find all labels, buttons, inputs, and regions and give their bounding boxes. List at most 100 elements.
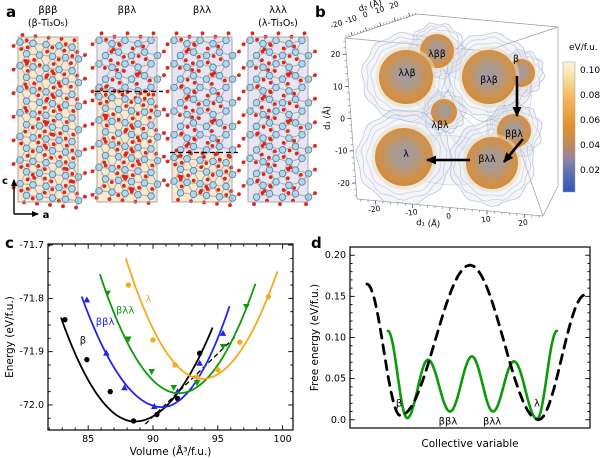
ti-atom [68,67,76,75]
panel-a: βββ(β-Ti₃O₅)ββλ βλλ λλλ(λ-Ti₃O₅)ca [2,5,317,221]
o-atom [135,159,140,163]
ti-atom [22,73,31,82]
o-atom [259,105,264,110]
o-atom [19,165,24,169]
o-atom [45,49,50,54]
o-atom [154,104,159,109]
ti-atom [222,36,230,45]
c-ytick: -71.7 [19,240,44,251]
o-atom [184,96,189,101]
d1-axis-tick: -10 [405,207,419,218]
o-atom [42,176,47,181]
colorbar: eV/f.u. 0.10 0.08 0.06 0.04 0.02 [562,43,600,193]
o-atom [64,143,69,148]
o-atom [192,128,197,132]
o-atom [36,93,41,98]
ti-atom [202,168,211,176]
o-atom [198,190,203,195]
o-atom [49,155,54,160]
o-atom [143,174,148,179]
o-atom [61,204,65,209]
path-arrow-1 [502,138,525,163]
ti-atom [61,53,70,62]
o-atom [32,175,37,180]
ti-atom [61,148,70,156]
o-atom [51,71,56,76]
o-atom [165,66,170,70]
o-atom [259,58,264,63]
ti-atom [22,120,31,129]
ti-atom [189,142,198,151]
ti-atom [291,119,300,127]
ti-atom [222,60,230,68]
ti-atom [35,122,44,130]
ti-atom [183,39,191,48]
o-atom [266,162,271,167]
o-atom [268,80,273,85]
o-atom [190,115,195,120]
ev-curve-λ [124,257,279,380]
o-atom [64,120,69,124]
ti-atom [61,77,70,86]
o-atom [185,77,190,82]
ev-curve-βλλ [99,273,257,395]
ti-atom [121,118,129,127]
ti-atom [134,96,142,105]
ti-atom [108,164,116,173]
ti-atom [147,192,155,200]
o-atom [146,92,151,97]
ti-atom [42,40,50,49]
d3-axis-tick: -20 [338,179,350,188]
o-atom [134,81,139,86]
d-annotation-3: λ [534,399,540,410]
o-atom [102,184,107,189]
o-atom [130,46,135,51]
o-atom [210,73,215,77]
ti-atom [272,107,280,115]
o-atom [165,183,170,188]
ti-atom [68,137,76,146]
o-atom [285,129,290,133]
o-atom [189,199,193,204]
ti-atom [176,75,185,83]
ti-atom [68,43,76,51]
o-atom [179,84,184,89]
well-label-λ: λ [403,149,409,160]
o-atom [216,187,221,192]
ti-atom [265,119,274,127]
o-atom [42,167,47,172]
o-atom [260,49,265,54]
o-atom [218,104,223,109]
o-atom [255,132,260,136]
o-atom [215,201,219,206]
o-atom [142,96,147,101]
ti-atom [121,83,129,92]
o-atom [190,68,195,72]
o-atom [205,187,210,191]
o-atom [11,91,16,96]
o-atom [268,137,273,142]
o-atom [141,103,146,107]
ti-atom [278,51,287,60]
o-atom [90,145,95,150]
o-atom [48,203,52,207]
o-atom [304,202,308,207]
o-atom [64,96,69,101]
o-atom [294,104,299,109]
o-atom [135,135,140,140]
well-label-β: β [513,54,519,65]
o-atom [266,115,271,120]
o-atom [184,143,189,148]
o-atom [209,81,214,86]
o-atom [121,183,126,188]
d-axes-ticks: 0.0 0.05 0.10 0.15 0.20 [325,250,590,426]
o-atom [224,193,229,197]
ti-atom [140,48,149,56]
o-atom [44,145,49,150]
o-atom [216,138,221,143]
structure-title-3: λλλ [269,5,287,16]
d-xaxis-title: Collective variable [421,438,518,450]
o-atom [44,98,49,103]
o-atom [103,163,108,168]
o-atom [19,47,24,51]
